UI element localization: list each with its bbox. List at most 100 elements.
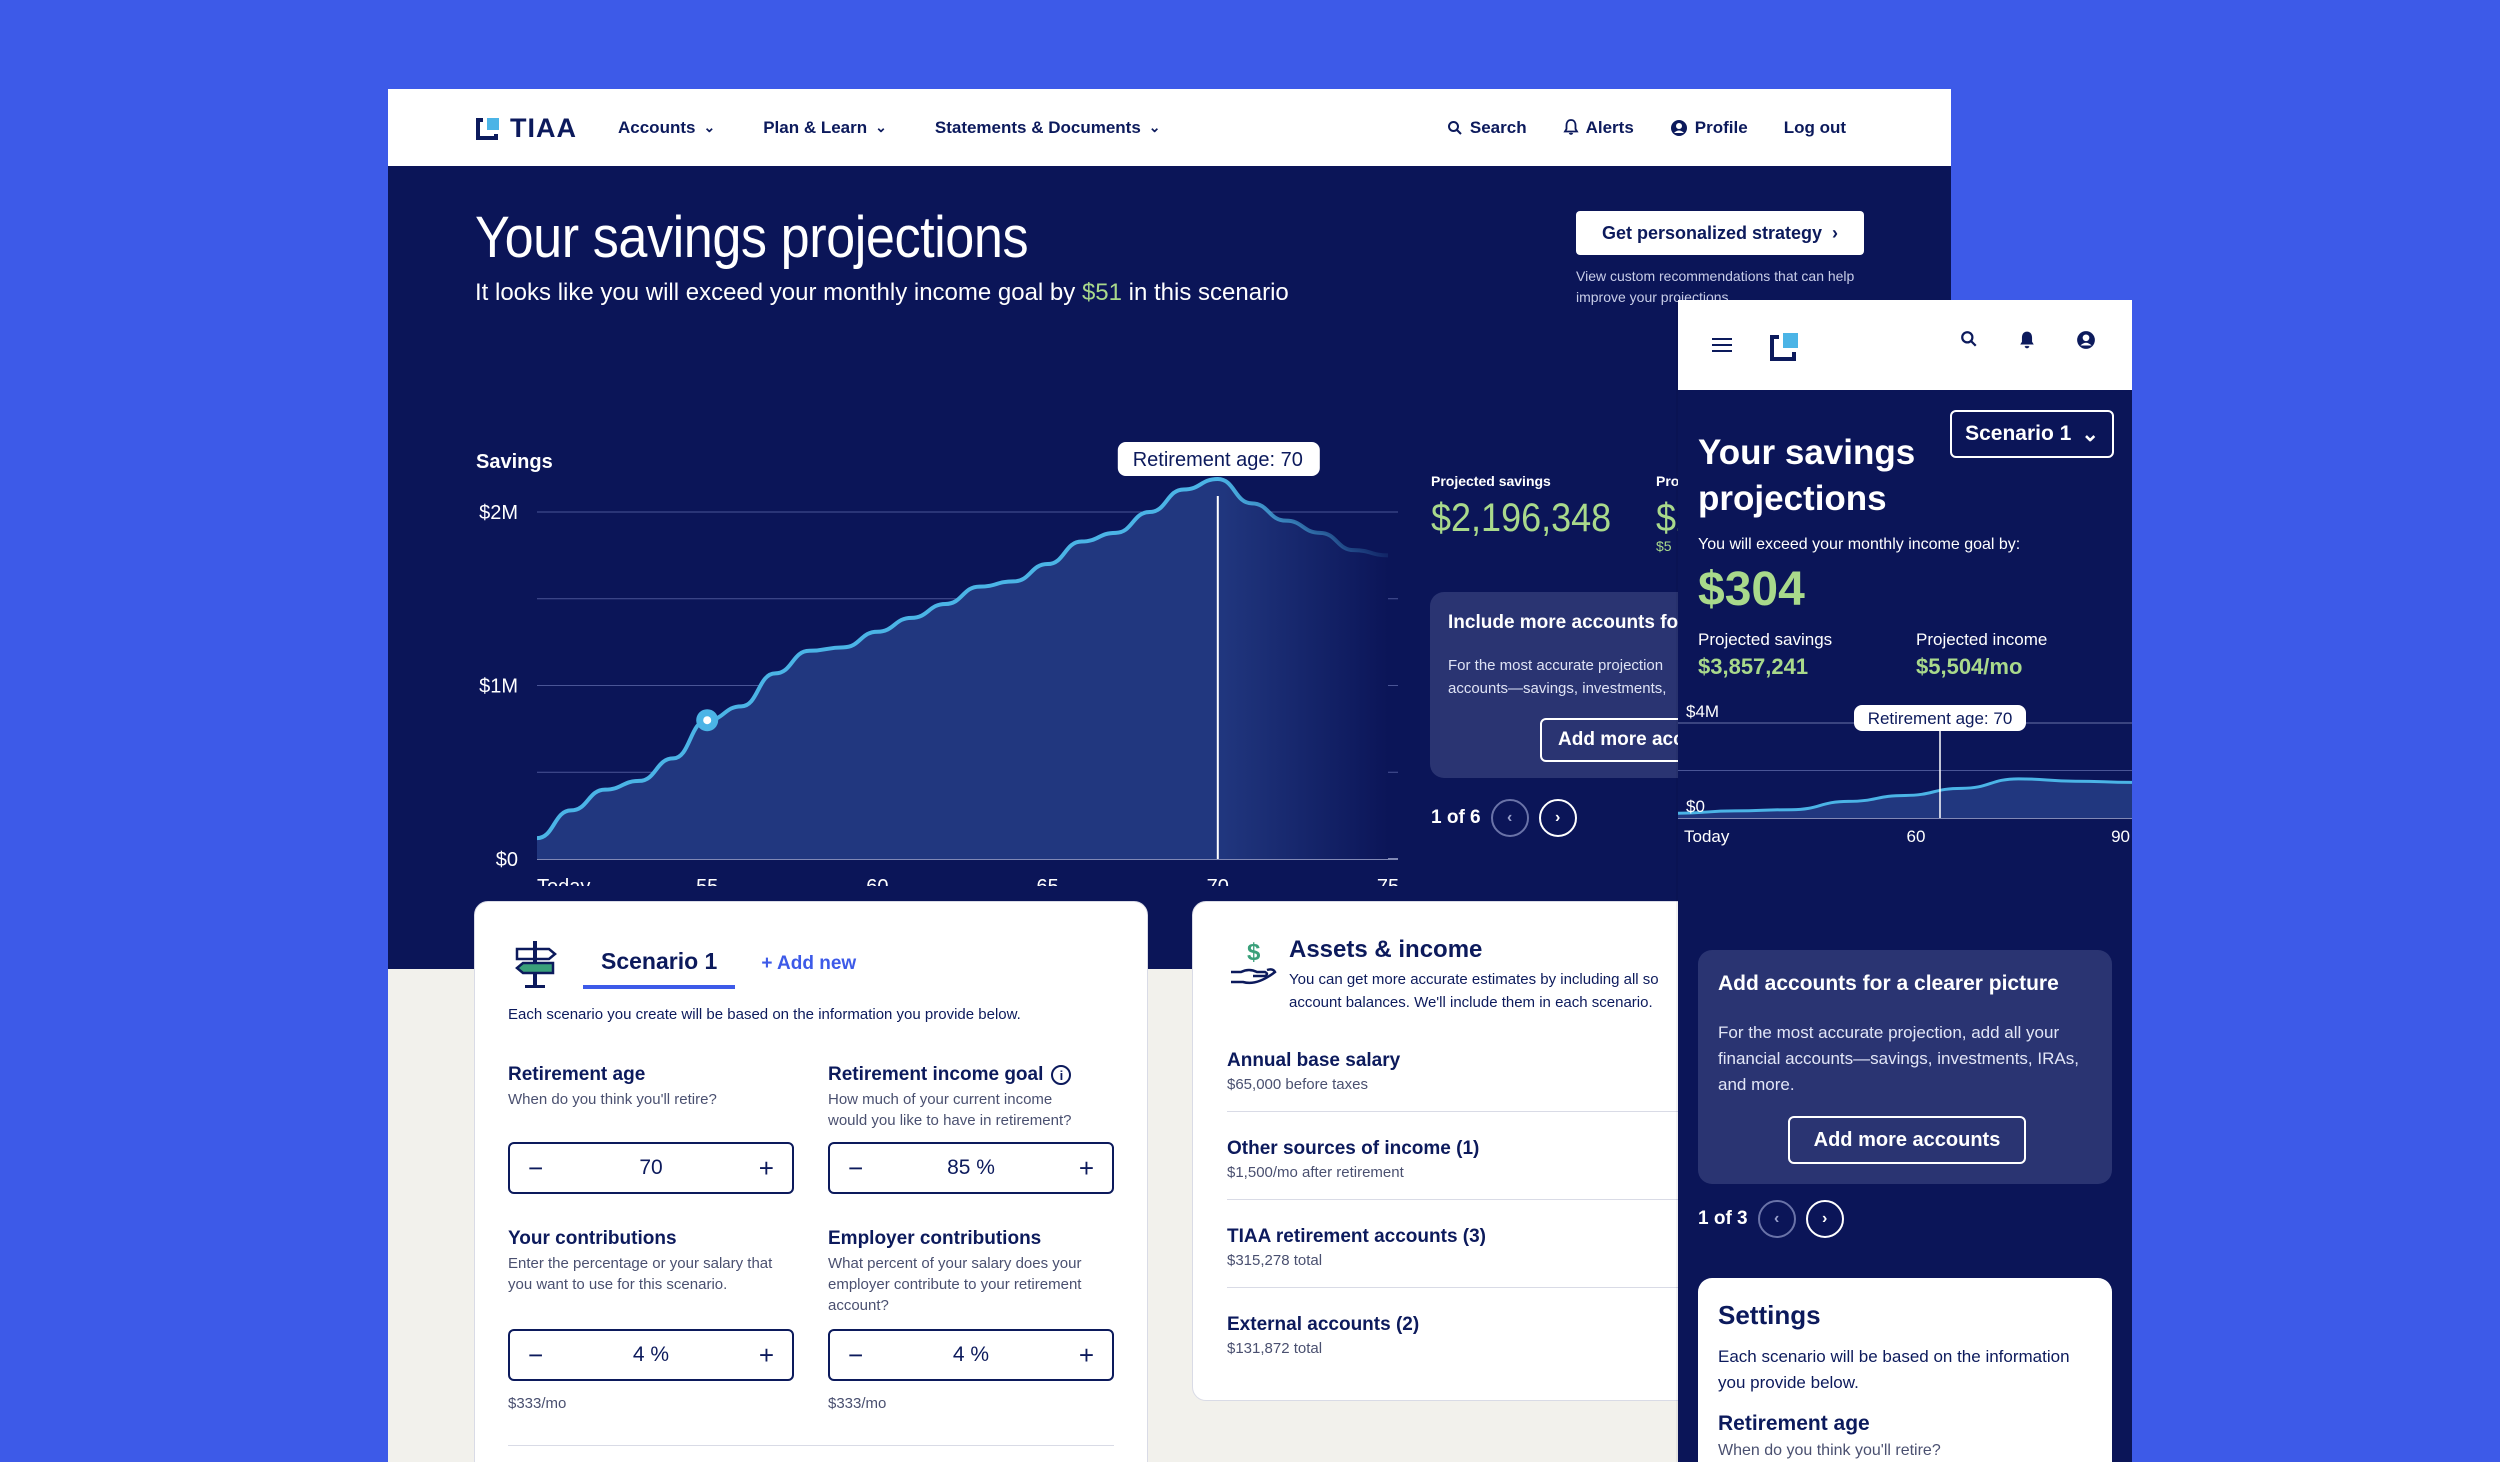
bell-icon[interactable] (2018, 330, 2036, 350)
subtitle-text-end: in this scenario (1122, 279, 1289, 306)
x-tick-label: 60 (1907, 827, 1926, 846)
settings-retirement-age-label: Retirement age (1718, 1412, 1870, 1435)
income-goal-value[interactable]: 85 % (947, 1156, 995, 1179)
retirement-age-stepper[interactable]: − 70 + (508, 1142, 794, 1194)
pager-label: 1 of 6 (1431, 807, 1481, 828)
search-label: Search (1469, 117, 1527, 137)
add-more-accounts-button[interactable]: Add more accounts (1788, 1116, 2026, 1164)
mobile-savings-value: $3,857,241 (1698, 654, 1809, 679)
settings-title: Settings (1718, 1300, 1821, 1330)
savings-line (1678, 777, 2132, 815)
chevron-right-icon: › (1554, 809, 1561, 826)
plus-icon[interactable]: + (1078, 1339, 1094, 1370)
profile-icon[interactable] (2076, 330, 2096, 350)
plus-icon[interactable]: + (758, 1339, 774, 1370)
mobile-header-icons (1960, 330, 2096, 350)
y-tick-label: $4M (1686, 702, 1719, 721)
nav-statements[interactable]: Statements & Documents ⌄ (935, 118, 1161, 138)
projected-income-sub: $5 (1656, 538, 1672, 554)
assets-desc: You can get more accurate estimates by i… (1289, 968, 1659, 1014)
prev-card-button[interactable]: ‹ (1490, 799, 1529, 837)
search-icon[interactable] (1960, 330, 1978, 348)
next-card-button[interactable]: › (1805, 1200, 1844, 1238)
alerts-link[interactable]: Alerts (1563, 118, 1634, 138)
profile-label: Profile (1694, 117, 1748, 137)
employer-contributions-hint-line: account? (828, 1297, 889, 1314)
x-tick-label: 75 (1377, 876, 1399, 886)
asset-row-tiaa-accounts[interactable]: TIAA retirement accounts (3) $315,278 tot… (1227, 1226, 1787, 1288)
projected-savings-value: $2,196,348 (1431, 496, 1612, 540)
profile-link[interactable]: Profile (1670, 118, 1748, 138)
add-scenario-button[interactable]: + Add new (761, 952, 857, 974)
mobile-card-pager: 1 of 3 ‹ › (1698, 1200, 1844, 1238)
scenario-description: Each scenario you create will be based o… (508, 1006, 1021, 1023)
prev-card-button[interactable]: ‹ (1757, 1200, 1796, 1238)
tab-scenario-1[interactable]: Scenario 1 (583, 938, 736, 989)
minus-icon[interactable]: − (848, 1152, 864, 1183)
chevron-down-icon: ⌄ (1148, 119, 1161, 135)
x-tick-label: 60 (866, 876, 888, 886)
personalized-strategy-button[interactable]: Get personalized strategy › (1576, 211, 1864, 255)
scenario-select[interactable]: Scenario 1 ⌄ (1950, 410, 2114, 458)
your-contributions-field: Your contributions Enter the percentage … (508, 1228, 794, 1295)
include-card-desc: For the most accurate projection accounts… (1448, 654, 1666, 700)
plus-icon[interactable]: + (758, 1152, 774, 1183)
nav-statements-label: Statements & Documents (934, 117, 1141, 137)
scenario-tabs: Scenario 1 + Add new (513, 938, 856, 989)
income-goal-label-row: Retirement income goal i (828, 1064, 1114, 1086)
your-contributions-value[interactable]: 4 % (632, 1343, 670, 1366)
income-goal-stepper[interactable]: − 85 % + (828, 1142, 1114, 1194)
logout-link[interactable]: Log out (1784, 118, 1846, 138)
x-tick-label: Today (1684, 827, 1730, 846)
asset-row-other-income[interactable]: Other sources of income (1) $1,500/mo aft… (1227, 1138, 1787, 1200)
assets-desc-line: You can get more accurate estimates by i… (1289, 971, 1659, 988)
minus-icon[interactable]: − (528, 1152, 544, 1183)
y-tick-label: $1M (479, 676, 518, 698)
settings-retirement-age-hint: When do you think you'll retire? (1718, 1442, 1941, 1459)
page-title: Your savings projections (475, 205, 1029, 270)
nav-plan-learn[interactable]: Plan & Learn ⌄ (763, 118, 887, 138)
add-more-accounts-button[interactable]: Add more acc (1540, 718, 1730, 762)
your-contributions-stepper[interactable]: − 4 % + (508, 1329, 794, 1381)
tiaa-logo-icon[interactable] (1770, 329, 1802, 361)
y-tick-label: $2M (479, 502, 518, 524)
nav-accounts[interactable]: Accounts ⌄ (618, 118, 715, 138)
income-goal-field: Retirement income goal i How much of your… (828, 1064, 1114, 1131)
mobile-page-title: Your savings projections (1698, 433, 1916, 518)
next-card-button[interactable]: › (1538, 799, 1577, 837)
search-link[interactable]: Search (1447, 118, 1527, 138)
alerts-label: Alerts (1585, 117, 1634, 137)
chevron-left-icon: ‹ (1773, 1210, 1780, 1227)
retirement-badge (1117, 442, 1320, 476)
y-tick-label: $0 (1686, 797, 1705, 816)
y-tick-label: $0 (496, 849, 518, 871)
scenario-card: Scenario 1 + Add new Each scenario you c… (474, 901, 1148, 1462)
income-goal-hint: How much of your current income would you… (828, 1089, 1114, 1131)
menu-icon[interactable] (1712, 338, 1732, 352)
mobile-subtitle: You will exceed your monthly income goal… (1698, 536, 2021, 553)
your-contributions-hint-line: Enter the percentage or your salary that (508, 1255, 773, 1272)
info-icon[interactable]: i (1051, 1065, 1072, 1085)
employer-contributions-label: Employer contributions (828, 1228, 1042, 1249)
asset-row-external-accounts[interactable]: External accounts (2) $131,872 total (1227, 1314, 1787, 1375)
bell-icon (1563, 119, 1579, 135)
asset-value: $315,278 total (1227, 1252, 1323, 1269)
employer-contributions-value[interactable]: 4 % (952, 1343, 990, 1366)
savings-line (536, 477, 1389, 841)
include-card-desc-line: accounts—savings, investments, (1448, 680, 1667, 697)
retirement-age-value[interactable]: 70 (639, 1156, 663, 1179)
include-card-title: Include more accounts fo (1448, 612, 1679, 633)
subtitle-text: It looks like you will exceed your month… (475, 279, 1082, 306)
retirement-age-field: Retirement age When do you think you'll … (508, 1064, 794, 1110)
asset-row-salary[interactable]: Annual base salary $65,000 before taxes (1227, 1050, 1787, 1112)
employer-contributions-hint-line: What percent of your salary does your (828, 1255, 1082, 1272)
settings-desc: Each scenario will be based on the infor… (1718, 1347, 2070, 1392)
minus-icon[interactable]: − (528, 1339, 544, 1370)
tiaa-logo[interactable]: TIAA (476, 113, 577, 143)
plus-icon[interactable]: + (1078, 1152, 1094, 1183)
chevron-left-icon: ‹ (1506, 809, 1513, 826)
employer-contributions-stepper[interactable]: − 4 % + (828, 1329, 1114, 1381)
mobile-savings-label: Projected savings (1698, 630, 1833, 649)
your-contributions-label: Your contributions (508, 1228, 677, 1249)
minus-icon[interactable]: − (848, 1339, 864, 1370)
